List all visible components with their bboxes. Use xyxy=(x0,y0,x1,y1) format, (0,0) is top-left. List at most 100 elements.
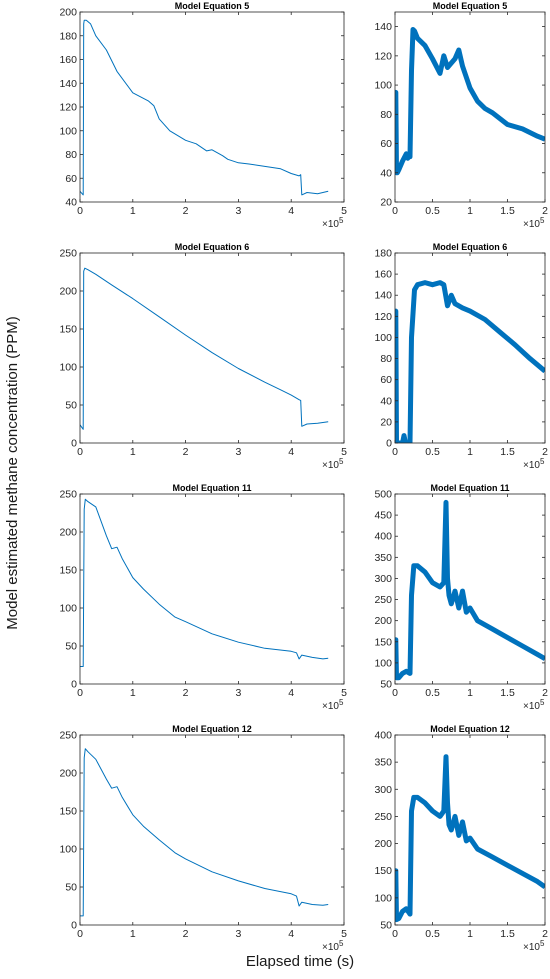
y-tick-label: 120 xyxy=(374,50,392,62)
x-axis-multiplier: ×105 xyxy=(322,216,344,230)
y-tick-label: 0 xyxy=(71,920,77,932)
y-tick-label: 100 xyxy=(374,892,392,904)
series-line xyxy=(80,748,329,917)
y-tick-label: 180 xyxy=(59,30,77,42)
x-tick-label: 0.5 xyxy=(425,205,440,217)
x-tick-label: 2 xyxy=(183,928,189,940)
multiplier-base: ×10 xyxy=(523,460,540,471)
y-tick-label: 200 xyxy=(59,286,77,298)
y-tick-label: 0 xyxy=(71,679,77,691)
y-tick-label: 50 xyxy=(65,882,77,894)
y-tick-label: 0 xyxy=(71,438,77,450)
y-tick-label: 450 xyxy=(374,510,392,522)
y-tick-label: 200 xyxy=(374,838,392,850)
x-tick-label: 1.5 xyxy=(500,928,515,940)
x-tick-label: 5 xyxy=(341,205,347,217)
x-tick-label: 2 xyxy=(183,446,189,458)
multiplier-base: ×10 xyxy=(523,942,540,953)
x-axis-multiplier: ×105 xyxy=(523,457,545,471)
subplot-6: 0 0.5 1 1.5 250100150200250300350400450500Mo… xyxy=(374,483,548,712)
y-tick-label: 250 xyxy=(374,811,392,823)
y-tick-label: 0 xyxy=(386,438,392,450)
x-tick-label: 0.5 xyxy=(425,446,440,458)
x-tick-label: 0 xyxy=(392,205,398,217)
subplot-title: Model Equation 12 xyxy=(172,724,252,734)
y-tick-label: 150 xyxy=(59,806,77,818)
x-tick-label: 4 xyxy=(288,205,294,217)
series-line xyxy=(80,19,329,196)
y-axis-label: Model estimated methane concentration (P… xyxy=(4,316,21,629)
x-tick-label: 0.5 xyxy=(425,687,440,699)
subplot-title: Model Equation 6 xyxy=(175,242,250,252)
x-tick-label: 2 xyxy=(542,205,548,217)
x-axis-multiplier: ×105 xyxy=(322,939,344,953)
y-tick-label: 100 xyxy=(59,844,77,856)
y-tick-label: 500 xyxy=(374,489,392,501)
y-tick-label: 80 xyxy=(380,353,392,365)
series-line xyxy=(80,267,329,430)
multiplier-base: ×10 xyxy=(322,701,339,712)
y-tick-label: 200 xyxy=(374,615,392,627)
x-tick-label: 1 xyxy=(130,928,136,940)
series-line xyxy=(80,498,329,667)
axes-box xyxy=(79,252,345,444)
axes-box xyxy=(79,734,345,926)
series-line xyxy=(395,499,545,681)
x-tick-label: 1.5 xyxy=(500,446,515,458)
series-line xyxy=(395,27,545,176)
y-tick-label: 150 xyxy=(59,324,77,336)
y-tick-label: 80 xyxy=(380,109,392,121)
y-tick-label: 60 xyxy=(380,374,392,386)
multiplier-exponent: 5 xyxy=(540,216,545,225)
x-tick-label: 0 xyxy=(392,687,398,699)
y-tick-label: 250 xyxy=(59,489,77,501)
y-tick-label: 300 xyxy=(374,784,392,796)
y-tick-label: 150 xyxy=(374,636,392,648)
x-tick-label: 0 xyxy=(77,446,83,458)
x-tick-label: 2 xyxy=(183,205,189,217)
subplot-1: 0 1 2 3 4 5 40 60 80 100 120 140 160 180 200 Model Equa… xyxy=(59,1,347,230)
axes-box xyxy=(394,734,546,926)
y-tick-label: 200 xyxy=(59,768,77,780)
y-tick-label: 100 xyxy=(374,332,392,344)
multiplier-base: ×10 xyxy=(523,219,540,230)
x-axis-multiplier: ×105 xyxy=(523,939,545,953)
y-tick-label: 140 xyxy=(374,290,392,302)
y-tick-label: 140 xyxy=(59,78,77,90)
y-tick-label: 40 xyxy=(380,167,392,179)
x-tick-label: 3 xyxy=(235,205,241,217)
y-tick-label: 50 xyxy=(65,400,77,412)
x-tick-label: 4 xyxy=(288,928,294,940)
multiplier-exponent: 5 xyxy=(540,939,545,948)
axes-box xyxy=(79,493,345,685)
series-line xyxy=(395,754,545,923)
x-tick-label: 0 xyxy=(392,446,398,458)
subplot-title: Model Equation 6 xyxy=(433,242,508,252)
y-tick-label: 100 xyxy=(59,603,77,615)
subplot-title: Model Equation 11 xyxy=(172,483,251,493)
y-tick-label: 350 xyxy=(374,552,392,564)
y-tick-label: 20 xyxy=(380,416,392,428)
axes-box xyxy=(394,493,546,685)
y-tick-label: 160 xyxy=(374,269,392,281)
y-tick-label: 100 xyxy=(374,80,392,92)
x-tick-label: 0 xyxy=(77,687,83,699)
x-tick-label: 5 xyxy=(341,687,347,699)
subplot-2: 0 0.5 1 1.5 2 20 40 60 80 100 120 140 Model Equation… xyxy=(374,1,548,230)
y-tick-label: 180 xyxy=(374,248,392,260)
x-axis-multiplier: ×105 xyxy=(322,698,344,712)
multiplier-base: ×10 xyxy=(322,942,339,953)
x-tick-label: 1 xyxy=(467,928,473,940)
subplot-title: Model Equation 11 xyxy=(430,483,509,493)
x-tick-label: 3 xyxy=(235,446,241,458)
y-tick-label: 20 xyxy=(380,197,392,209)
x-tick-label: 2 xyxy=(542,446,548,458)
x-tick-label: 1.5 xyxy=(500,205,515,217)
x-tick-label: 1 xyxy=(467,687,473,699)
y-tick-label: 50 xyxy=(380,920,392,932)
x-axis-multiplier: ×105 xyxy=(523,698,545,712)
x-tick-label: 1 xyxy=(467,446,473,458)
